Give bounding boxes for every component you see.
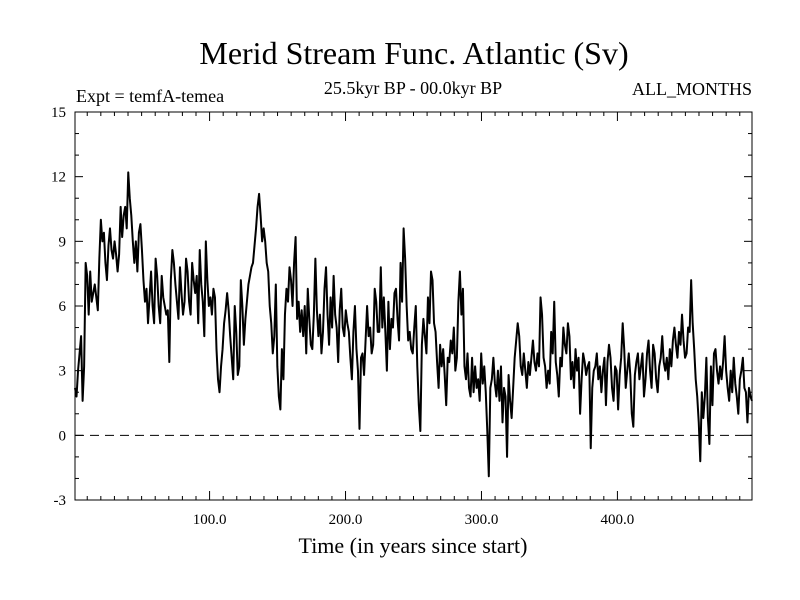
x-tick-label: 400.0: [601, 512, 635, 528]
x-tick-label: 300.0: [465, 512, 499, 528]
y-tick-label: 15: [51, 105, 66, 121]
x-axis-label: Time (in years since start): [299, 533, 528, 558]
y-tick-label: 6: [59, 299, 67, 315]
y-tick-label: 0: [59, 428, 67, 444]
x-tick-label: 100.0: [193, 512, 227, 528]
series-line: [74, 171, 753, 478]
y-axis: -3 0 3 6 9 12 15: [51, 105, 752, 509]
y-tick-label: 9: [59, 234, 67, 250]
y-tick-label: -3: [54, 493, 67, 509]
x-tick-label: 200.0: [329, 512, 363, 528]
x-axis: 100.0 200.0 300.0 400.0: [86, 112, 741, 528]
y-tick-label: 3: [59, 364, 67, 380]
y-tick-label: 12: [51, 170, 66, 186]
time-range-label: 25.5kyr BP - 00.0kyr BP: [324, 78, 502, 98]
experiment-label: Expt = temfA-temea: [76, 86, 224, 106]
chart-title: Merid Stream Func. Atlantic (Sv): [199, 35, 628, 71]
months-label: ALL_MONTHS: [632, 79, 752, 99]
